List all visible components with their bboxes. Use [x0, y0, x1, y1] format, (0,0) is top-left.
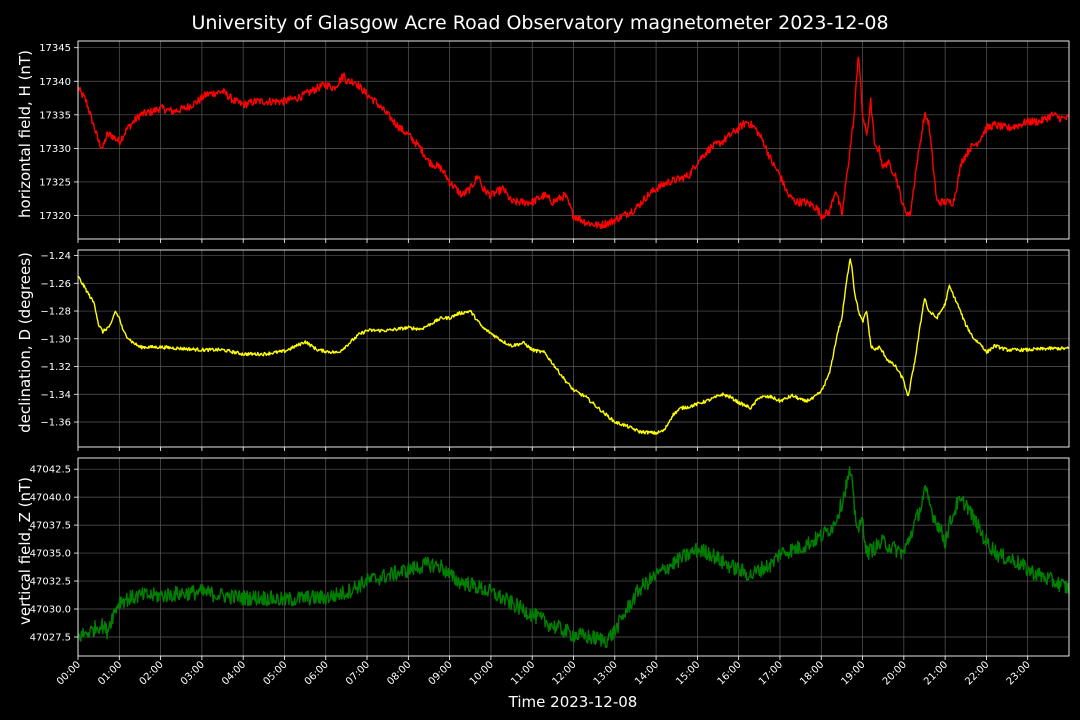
series-line [77, 56, 1069, 230]
y-axis-label: horizontal field, H (nT) [16, 50, 34, 218]
y-tick-label: 47030.0 [30, 605, 71, 616]
grid [77, 41, 1069, 239]
y-tick-label: 17335 [39, 110, 71, 121]
y-tick-label: 17345 [39, 43, 71, 54]
d-panel: −1.36 −1.34 −1.32 −1.30 −1.28 −1.26 −1.24 decli… [16, 249, 1070, 451]
y-tick-label: 17320 [39, 211, 71, 222]
x-axis-label: Time 2023-12-08 [508, 693, 638, 711]
grid [77, 250, 1069, 447]
y-tick-label: −1.30 [40, 334, 71, 345]
y-tick-label: −1.28 [40, 307, 71, 318]
y-tick-label: 47040.0 [30, 493, 71, 504]
z-panel: 47027.5 47030.0 47032.5 47035.0 47037.5 47040… [16, 457, 1070, 660]
y-tick-label: −1.34 [40, 390, 71, 401]
y-tick-label: 47037.5 [30, 521, 71, 532]
y-tick-label: −1.26 [40, 279, 71, 290]
y-tick-label: 47042.5 [30, 465, 71, 476]
y-axis-label: declination, D (degrees) [16, 252, 34, 433]
y-tick-label: 47027.5 [30, 632, 71, 643]
series-line [77, 466, 1070, 648]
y-tick-label: −1.32 [40, 362, 71, 373]
grid [77, 458, 1069, 656]
y-tick-label: −1.36 [40, 418, 71, 429]
y-tick-label: 47035.0 [30, 549, 71, 560]
series-line [77, 258, 1070, 435]
y-axis-label: vertical field, Z (nT) [16, 477, 34, 625]
y-tick-label: 17340 [39, 77, 71, 88]
h-panel: 17320 17325 17330 17335 17340 17345 horizontal… [16, 40, 1070, 243]
y-tick-label: 47032.5 [30, 577, 71, 588]
figure-title: University of Glasgow Acre Road Observat… [191, 12, 888, 34]
y-tick-label: 17325 [39, 177, 71, 188]
y-tick-label: 17330 [39, 144, 71, 155]
y-tick-label: −1.24 [40, 251, 71, 262]
